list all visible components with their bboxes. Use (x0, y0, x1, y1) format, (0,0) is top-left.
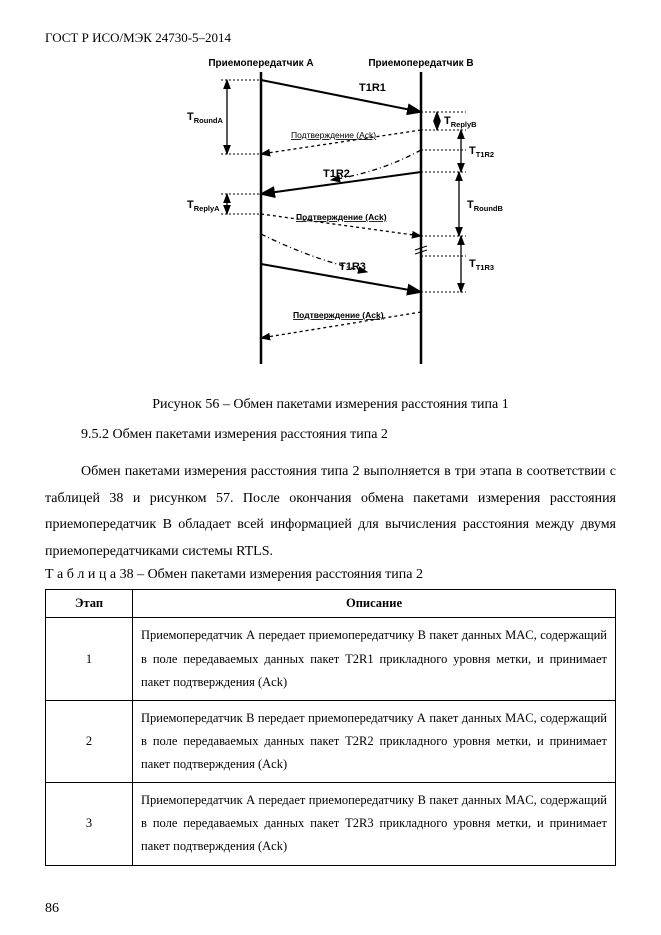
stage-cell: 1 (46, 618, 133, 700)
document-header: ГОСТ Р ИСО/МЭК 24730-5–2014 (45, 30, 616, 46)
table-row: 1 Приемопередатчик А передает приемопере… (46, 618, 616, 700)
troundb-label: TRoundB (467, 199, 503, 213)
tx-a-label: Приемопередатчик A (208, 58, 313, 69)
desc-cell: Приемопередатчик В передает приемопереда… (133, 700, 616, 782)
stage-cell: 2 (46, 700, 133, 782)
exchange-table: Этап Описание 1 Приемопередатчик А перед… (45, 589, 616, 865)
page-number: 86 (45, 901, 59, 917)
col-stage: Этап (46, 590, 133, 618)
figure-caption: Рисунок 56 – Обмен пакетами измерения ра… (45, 397, 616, 413)
ack1-label: Подтверждение (Ack) (291, 130, 376, 140)
table-row: 3 Приемопередатчик А передает приемопере… (46, 783, 616, 865)
t1r3-label: T1R3 (339, 261, 366, 273)
desc-cell: Приемопередатчик А передает приемопереда… (133, 783, 616, 865)
table-row: 2 Приемопередатчик В передает приемопере… (46, 700, 616, 782)
col-desc: Описание (133, 590, 616, 618)
t1r1-label: T1R1 (359, 82, 386, 94)
desc-cell: Приемопередатчик А передает приемопереда… (133, 618, 616, 700)
ack2-label: Подтверждение (Ack) (296, 212, 387, 222)
treplyb-label: TReplyB (444, 115, 477, 129)
trounda-label: TRoundA (187, 111, 223, 125)
body-paragraph: Обмен пакетами измерения расстояния типа… (45, 459, 616, 565)
sequence-diagram: Приемопередатчик A Приемопередатчик B T1… (45, 54, 616, 379)
stage-cell: 3 (46, 783, 133, 865)
table-caption: Т а б л и ц а 38 – Обмен пакетами измере… (45, 567, 616, 583)
tt1r3-label: TT1R3 (469, 258, 494, 272)
t1r2-label: T1R2 (323, 168, 350, 180)
ack3-label: Подтверждение (Ack) (293, 310, 384, 320)
tt1r2-label: TT1R2 (469, 145, 494, 159)
treplya-label: TReplyA (187, 199, 220, 213)
tx-b-label: Приемопередатчик B (368, 58, 473, 69)
section-title: 9.5.2 Обмен пакетами измерения расстояни… (45, 427, 616, 443)
